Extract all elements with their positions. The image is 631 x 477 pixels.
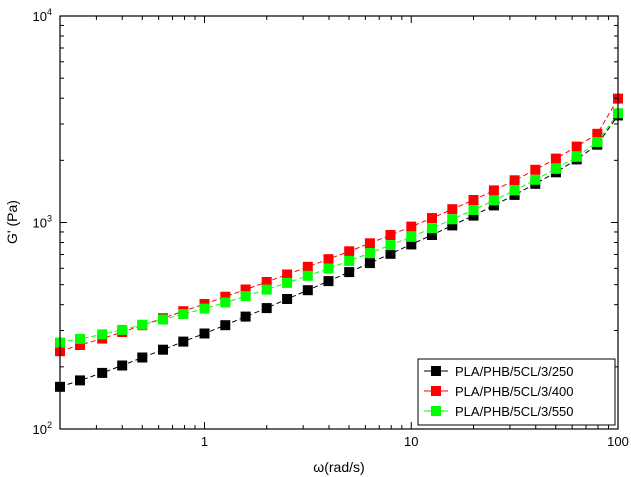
data-point [240, 284, 251, 295]
x-axis-label: ω(rad/s) [313, 459, 364, 475]
data-point [220, 291, 231, 302]
data-point [447, 220, 458, 231]
data-point [406, 221, 417, 232]
series-1 [55, 110, 623, 392]
data-point [158, 314, 168, 325]
y-axis-label: G' (Pa) [4, 200, 20, 244]
data-point [364, 248, 375, 259]
data-point [571, 141, 582, 152]
data-point [530, 174, 541, 185]
data-point [592, 128, 603, 139]
series-line [59, 113, 619, 344]
data-point [530, 164, 541, 175]
data-point [323, 263, 334, 274]
legend: PLA/PHB/5CL/3/250 PLA/PHB/5CL/3/400 PLA/PH… [417, 358, 616, 426]
data-point [137, 319, 148, 330]
data-point [468, 205, 479, 215]
data-point [406, 239, 417, 250]
data-point [199, 303, 210, 314]
data-point [385, 240, 396, 251]
data-point [240, 291, 251, 302]
y-tick-label: 103 [33, 214, 52, 231]
data-point [427, 213, 437, 224]
y-tick-label: 102 [33, 420, 52, 437]
data-point [406, 231, 417, 242]
data-point [550, 163, 561, 174]
series-layer [55, 93, 623, 392]
y-tick-label: 104 [33, 7, 52, 24]
series-3 [55, 108, 623, 348]
data-point [468, 210, 479, 221]
data-point [488, 185, 499, 196]
data-point [364, 238, 375, 249]
data-point [385, 230, 396, 240]
data-point [427, 230, 437, 240]
series-2 [55, 93, 623, 357]
data-point [344, 246, 355, 257]
data-point [75, 340, 85, 350]
data-point [282, 294, 293, 304]
x-tick-label: 100 [607, 434, 629, 449]
data-point [447, 214, 458, 225]
data-point [344, 255, 355, 266]
data-point [97, 329, 108, 340]
data-point [323, 276, 334, 287]
data-point [137, 352, 148, 363]
data-point [550, 153, 561, 164]
data-point [488, 195, 499, 206]
data-point [97, 367, 108, 378]
data-point [261, 284, 272, 295]
legend-label: PLA/PHB/5CL/3/250 [455, 364, 574, 379]
legend-label: PLA/PHB/5CL/3/550 [455, 404, 574, 419]
ticks-layer: 1 10 100 102 103 104 [33, 7, 629, 449]
data-point [282, 277, 293, 288]
data-point [571, 151, 582, 162]
legend-marker [431, 366, 441, 376]
data-point [75, 333, 85, 344]
series-line [59, 98, 619, 352]
data-point [199, 328, 210, 339]
x-tick-label: 1 [201, 434, 208, 449]
data-point [302, 270, 313, 281]
data-point [385, 248, 396, 259]
data-point [178, 336, 189, 347]
data-point [468, 195, 479, 205]
data-point [427, 223, 437, 234]
data-point [592, 137, 603, 148]
data-point [447, 204, 458, 215]
data-point [364, 258, 375, 269]
data-point [158, 344, 168, 355]
data-point [261, 303, 272, 314]
data-point [344, 267, 355, 278]
data-point [220, 297, 231, 308]
data-point [323, 254, 334, 265]
data-point [178, 309, 189, 320]
data-point [117, 360, 128, 371]
data-point [117, 324, 128, 335]
data-point [75, 375, 85, 386]
data-point [240, 311, 251, 322]
data-point [261, 277, 272, 287]
x-tick-label: 10 [404, 434, 418, 449]
legend-label: PLA/PHB/5CL/3/400 [455, 384, 574, 399]
series-line [59, 115, 619, 388]
data-point [509, 175, 520, 186]
legend-marker [431, 386, 441, 396]
data-point [220, 320, 231, 331]
legend-box [417, 358, 616, 426]
data-point [282, 269, 293, 280]
data-point [302, 285, 313, 296]
legend-marker [431, 406, 441, 416]
data-point [509, 185, 520, 196]
data-point [302, 261, 313, 272]
